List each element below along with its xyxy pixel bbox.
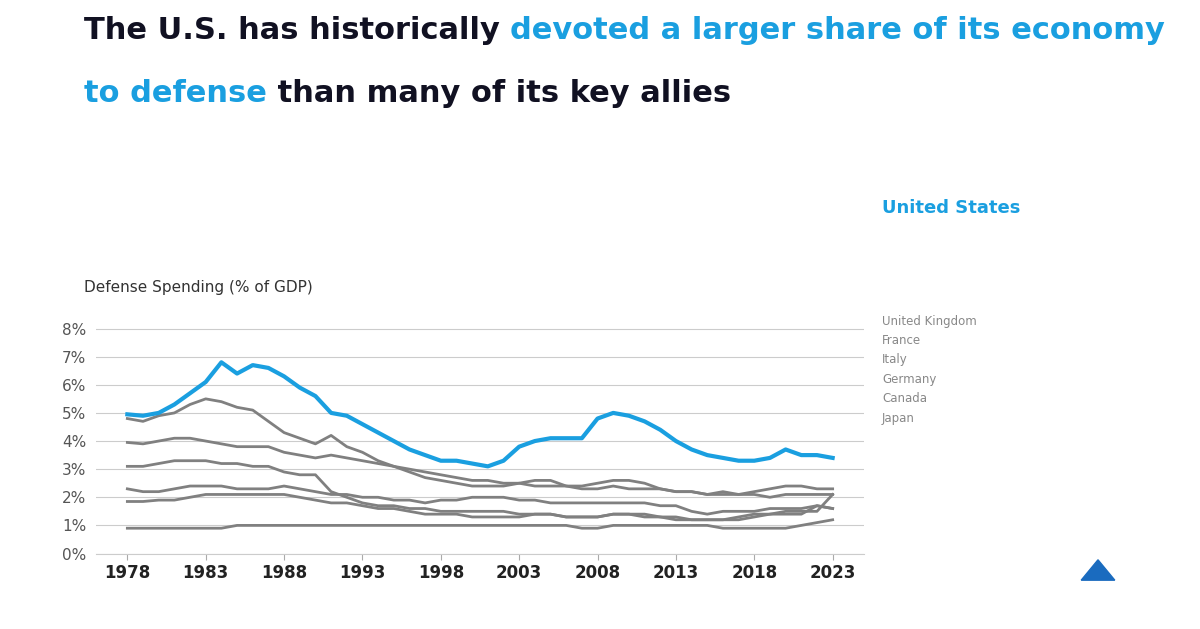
Polygon shape <box>1072 548 1124 582</box>
Text: Defense Spending (% of GDP): Defense Spending (% of GDP) <box>84 280 313 295</box>
Text: United Kingdom
France
Italy
Germany
Canada
Japan: United Kingdom France Italy Germany Cana… <box>882 314 977 425</box>
Text: United States: United States <box>882 199 1020 216</box>
Text: than many of its key allies: than many of its key allies <box>266 79 731 108</box>
Bar <box>1091 582 1105 595</box>
Text: The U.S. has historically: The U.S. has historically <box>84 16 510 45</box>
FancyBboxPatch shape <box>1072 593 1124 614</box>
Text: devoted a larger share of its economy: devoted a larger share of its economy <box>510 16 1165 45</box>
Polygon shape <box>1081 560 1115 580</box>
Text: to defense: to defense <box>84 79 266 108</box>
